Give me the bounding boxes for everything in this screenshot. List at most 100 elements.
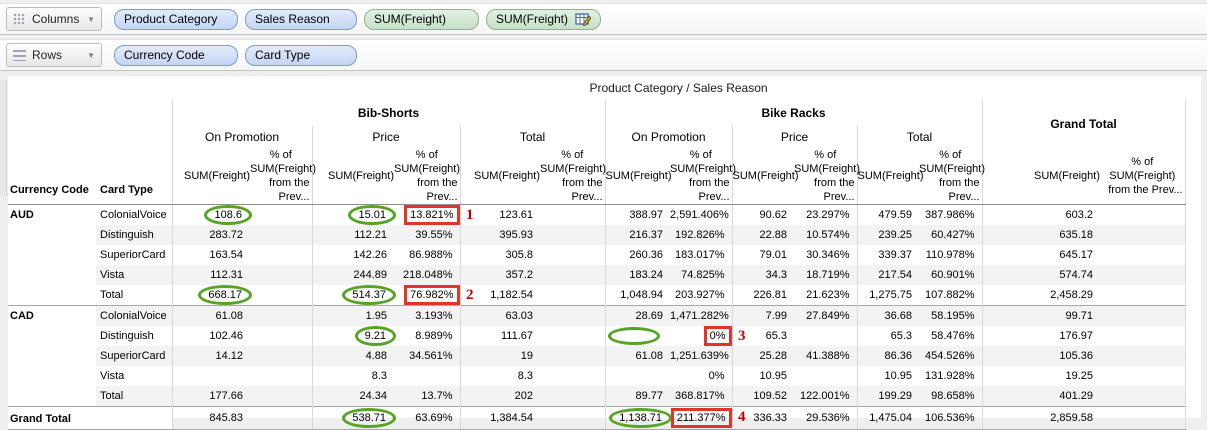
pct-of-freight-header[interactable]: % of SUM(Freight) from the Prev... (540, 148, 607, 205)
value-cell[interactable]: 202 (459, 386, 541, 407)
group-header-bib-shorts[interactable]: Bib-Shorts (171, 100, 606, 126)
pill-currency-code[interactable]: Currency Code (114, 44, 238, 66)
value-cell[interactable] (1100, 225, 1186, 245)
value-cell[interactable] (540, 265, 606, 285)
value-cell[interactable]: 0% 3 (670, 326, 746, 346)
value-cell[interactable]: 216.37 (604, 225, 671, 245)
sum-freight-header[interactable]: SUM(Freight) (311, 148, 395, 205)
value-cell[interactable]: 39.55% (394, 225, 461, 245)
value-cell[interactable] (1100, 305, 1186, 326)
value-cell[interactable]: 395.93 (459, 225, 541, 245)
value-cell[interactable] (604, 366, 671, 386)
sub-header-on-promotion[interactable]: On Promotion (604, 126, 733, 148)
value-cell[interactable]: 108.6 (171, 204, 253, 225)
value-cell[interactable]: 1,275.75 (856, 285, 920, 306)
value-cell[interactable]: 58.195% (919, 305, 983, 326)
value-cell[interactable]: 30.346% (806, 249, 850, 261)
value-cell[interactable]: 27.849% (794, 305, 858, 326)
value-cell[interactable]: 226.81 (731, 285, 795, 306)
value-cell[interactable]: 3.193% (394, 305, 461, 326)
value-cell[interactable]: 34.561% (394, 346, 461, 366)
row-header-card-type[interactable]: Distinguish (96, 225, 173, 245)
pill-sum-freight-2[interactable]: SUM(Freight) (486, 8, 601, 30)
value-cell[interactable]: 244.89 (311, 265, 395, 285)
value-cell[interactable] (250, 366, 312, 386)
value-cell[interactable]: 401.29 (981, 386, 1101, 407)
pct-of-freight-header[interactable]: % of SUM(Freight) from the Prev... (394, 148, 461, 205)
value-cell[interactable]: 218.048% (394, 265, 461, 285)
value-cell[interactable]: 10.574% (794, 225, 858, 245)
value-cell[interactable]: 1,182.54 (459, 285, 541, 306)
value-cell[interactable]: 142.26 (311, 245, 395, 265)
value-cell[interactable]: 603.2 (981, 204, 1101, 225)
value-cell[interactable] (1100, 366, 1186, 386)
value-cell[interactable] (1100, 406, 1186, 430)
value-cell[interactable]: 514.37 (311, 285, 397, 306)
chevron-down-icon[interactable]: ▼ (87, 14, 95, 24)
value-cell[interactable]: 183.24 (604, 265, 671, 285)
sum-freight-header[interactable]: SUM(Freight) (171, 148, 251, 205)
value-cell[interactable] (250, 386, 313, 407)
columns-shelf-label[interactable]: Columns ▼ (6, 7, 102, 31)
value-cell[interactable]: 1,251.639% (670, 346, 733, 366)
sub-header-price[interactable]: Price (731, 126, 858, 148)
value-cell[interactable]: 63.03 (459, 305, 541, 326)
value-cell[interactable]: 63.69% (394, 406, 461, 430)
sub-header-price[interactable]: Price (311, 126, 461, 148)
sub-header-total[interactable]: Total (459, 126, 606, 148)
pct-of-freight-header[interactable]: % of SUM(Freight) from the Prev... (1100, 148, 1186, 205)
value-cell[interactable]: 1.95 (311, 305, 395, 326)
value-cell[interactable] (1100, 245, 1186, 265)
value-cell[interactable]: 211.377% 4 (670, 406, 746, 430)
rows-shelf-label[interactable]: Rows ▼ (6, 43, 102, 67)
value-cell[interactable]: 61.08 (171, 305, 251, 326)
chevron-down-icon[interactable]: ▼ (87, 50, 95, 60)
value-cell[interactable]: 13.7% (394, 386, 461, 407)
value-cell[interactable] (1100, 265, 1186, 285)
value-cell[interactable]: 13.821% 1 (394, 205, 474, 225)
value-cell[interactable]: 86.36 (856, 346, 920, 366)
value-cell[interactable]: 111.67 (459, 326, 541, 346)
value-cell[interactable]: 645.17 (981, 245, 1101, 265)
value-cell[interactable]: 260.36 (604, 245, 671, 265)
value-cell[interactable]: 23.297% (806, 209, 850, 221)
value-cell[interactable]: 76.982% 2 (394, 285, 474, 306)
value-cell[interactable] (394, 366, 460, 386)
value-cell[interactable]: 123.61 (459, 204, 541, 225)
value-cell[interactable]: 60.901% (919, 265, 983, 285)
value-cell[interactable]: 61.08 (604, 346, 671, 366)
row-header-card-type[interactable]: Vista (96, 265, 173, 285)
pill-sum-freight-1[interactable]: SUM(Freight) (364, 8, 479, 30)
sum-freight-header[interactable]: SUM(Freight) (459, 148, 541, 205)
value-cell[interactable] (171, 366, 251, 386)
row-header-currency[interactable]: AUD (8, 204, 96, 306)
value-cell[interactable]: 122.001% (794, 386, 858, 407)
pct-of-freight-header[interactable]: % of SUM(Freight) from the Prev... (670, 148, 737, 205)
row-header-grand-total[interactable]: Grand Total (8, 406, 173, 430)
card-type-header[interactable]: Card Type (100, 184, 153, 196)
value-cell[interactable] (250, 225, 313, 245)
sum-freight-header[interactable]: SUM(Freight) (981, 148, 1101, 205)
pct-of-freight-header[interactable]: % of SUM(Freight) from the Prev... (919, 148, 986, 205)
value-cell[interactable]: 19 (459, 346, 541, 366)
value-cell[interactable]: 7.99 (731, 305, 795, 326)
value-cell[interactable] (540, 326, 605, 346)
value-cell[interactable]: 19.25 (981, 366, 1101, 386)
value-cell[interactable]: 283.72 (171, 225, 251, 245)
value-cell[interactable]: 58.476% (931, 330, 975, 342)
value-cell[interactable]: 98.658% (919, 386, 983, 407)
value-cell[interactable]: 635.18 (981, 225, 1101, 245)
value-cell[interactable]: 79.01 (731, 245, 795, 265)
value-cell[interactable]: 65.3 (731, 326, 795, 346)
value-cell[interactable]: 15.01 (311, 204, 397, 225)
value-cell[interactable]: 336.33 (731, 406, 795, 430)
sum-freight-header[interactable]: SUM(Freight) (731, 148, 799, 205)
value-cell[interactable]: 90.62 (731, 204, 795, 225)
value-cell[interactable]: 183.017% (674, 249, 725, 261)
row-header-card-type[interactable]: Vista (100, 370, 125, 382)
sum-freight-header[interactable]: SUM(Freight) (856, 148, 924, 205)
value-cell[interactable] (540, 225, 606, 245)
value-cell[interactable] (1100, 204, 1186, 225)
value-cell[interactable] (250, 305, 313, 326)
value-cell[interactable] (540, 406, 606, 430)
